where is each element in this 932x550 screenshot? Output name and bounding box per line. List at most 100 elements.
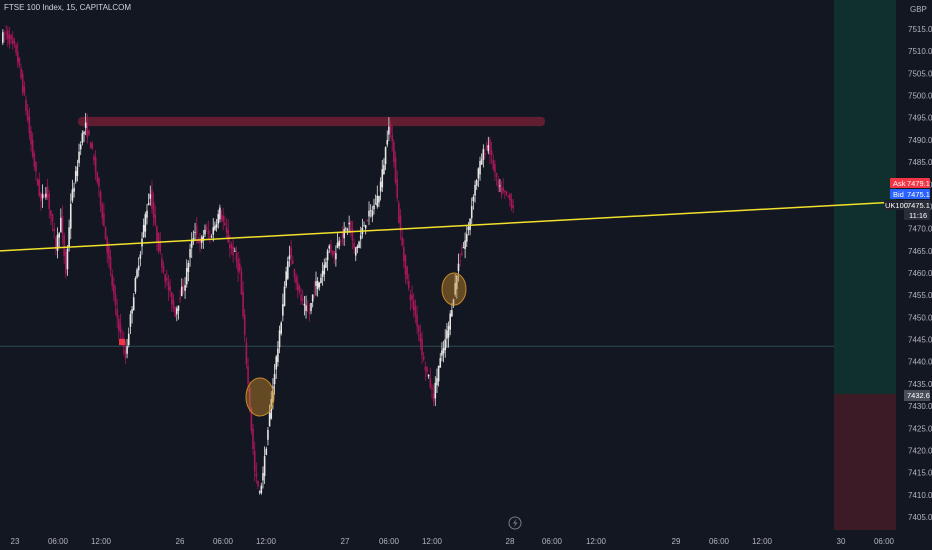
time-tick-label: 23 bbox=[11, 537, 20, 546]
candle-body bbox=[15, 44, 17, 53]
countdown-bg bbox=[904, 210, 930, 220]
candle-body bbox=[195, 225, 198, 235]
candle-body bbox=[214, 225, 216, 230]
candle-body bbox=[174, 307, 176, 317]
candle-body bbox=[363, 225, 365, 227]
candle-body bbox=[119, 324, 122, 333]
candle-body bbox=[154, 214, 157, 225]
candle-body bbox=[18, 57, 21, 66]
candle-body bbox=[26, 110, 29, 121]
candle-body bbox=[10, 35, 12, 40]
candle-body bbox=[51, 213, 54, 222]
candle-body bbox=[265, 448, 268, 455]
symbol-value-bg bbox=[904, 200, 930, 210]
candle-body bbox=[403, 246, 405, 262]
candle-body bbox=[310, 302, 312, 312]
candle-body bbox=[260, 485, 263, 494]
candle-body bbox=[50, 210, 52, 216]
candle-body bbox=[343, 228, 345, 239]
price-tick-label: 7465.0 bbox=[908, 247, 932, 256]
resistance-zone[interactable] bbox=[78, 116, 545, 127]
candle-body bbox=[30, 131, 32, 145]
candle-body bbox=[358, 241, 360, 248]
candle-body bbox=[215, 224, 218, 228]
candle-body bbox=[313, 291, 316, 293]
candle-body bbox=[109, 256, 112, 271]
candle-body bbox=[3, 34, 6, 36]
profit-zone bbox=[834, 0, 896, 394]
candle-body bbox=[147, 203, 150, 205]
candle-body bbox=[393, 142, 395, 163]
price-tick-label: 7505.0 bbox=[908, 69, 932, 78]
candle-body bbox=[144, 214, 147, 232]
time-tick-label: 06:00 bbox=[213, 537, 234, 546]
candle-body bbox=[207, 230, 210, 235]
candle-body bbox=[172, 299, 175, 308]
candle-body bbox=[335, 253, 337, 260]
candle-body bbox=[475, 180, 478, 186]
time-tick-label: 12:00 bbox=[91, 537, 112, 546]
candle-body bbox=[462, 247, 465, 249]
candle-body bbox=[278, 330, 281, 348]
chart-title[interactable]: FTSE 100 Index, 15, CAPITALCOM bbox=[4, 3, 132, 12]
candle-body bbox=[364, 225, 367, 229]
candle-body bbox=[406, 266, 408, 280]
candle-body bbox=[295, 276, 297, 284]
candle-body bbox=[229, 244, 231, 249]
price-tick-label: 7490.0 bbox=[908, 136, 932, 145]
candle-body bbox=[6, 30, 9, 39]
time-axis-settings-icon[interactable] bbox=[508, 516, 522, 530]
candle-body bbox=[273, 373, 276, 385]
candle-body bbox=[282, 304, 284, 316]
candle-body bbox=[159, 242, 162, 252]
candle-body bbox=[308, 311, 311, 314]
candle-body bbox=[108, 246, 110, 259]
candle-body bbox=[499, 185, 501, 187]
candle-body bbox=[434, 382, 437, 399]
candle-body bbox=[96, 171, 99, 183]
candle-body bbox=[243, 314, 246, 336]
time-axis[interactable]: 23 06:00 12:00 26 06:00 12:00 27 06:00 12:00 28 06… bbox=[0, 530, 896, 550]
candle-body bbox=[162, 266, 165, 272]
candle-body bbox=[465, 234, 468, 242]
candle-body bbox=[217, 214, 220, 224]
candle-body bbox=[394, 157, 397, 183]
candle-body bbox=[287, 261, 289, 279]
candle-body bbox=[300, 294, 302, 301]
candle-body bbox=[442, 348, 445, 354]
candle-body bbox=[45, 193, 47, 198]
trend-line[interactable] bbox=[0, 201, 897, 252]
candle-body bbox=[353, 242, 355, 249]
candle-body bbox=[451, 310, 453, 317]
candle-body bbox=[71, 189, 74, 201]
candle-body bbox=[127, 333, 130, 346]
candle-body bbox=[253, 451, 256, 472]
candle-body bbox=[285, 271, 287, 286]
time-tick-label: 12:00 bbox=[752, 537, 773, 546]
candle-body bbox=[35, 162, 37, 172]
highlight-circle[interactable] bbox=[441, 272, 467, 306]
candle-body bbox=[497, 179, 500, 188]
candle-body bbox=[43, 195, 46, 197]
candle-body bbox=[504, 190, 506, 192]
candle-body bbox=[118, 318, 120, 331]
candle-body bbox=[454, 282, 456, 295]
price-tick-label: 7485.0 bbox=[908, 158, 932, 167]
candle-body bbox=[399, 215, 402, 231]
time-tick-label: 06:00 bbox=[48, 537, 69, 546]
candle-body bbox=[74, 171, 77, 182]
time-tick-label: 12:00 bbox=[256, 537, 277, 546]
highlight-circle[interactable] bbox=[245, 377, 275, 417]
bid-tag-bg bbox=[890, 189, 930, 199]
candle-body bbox=[376, 195, 379, 207]
candle-body bbox=[447, 325, 450, 338]
candle-body bbox=[2, 32, 4, 43]
price-tick-label: 7425.0 bbox=[908, 424, 932, 433]
candle-body bbox=[184, 285, 186, 291]
candle-body bbox=[331, 250, 334, 256]
price-tick-label: 7420.0 bbox=[908, 446, 932, 455]
price-axis[interactable]: GBP 7515.0 7510.0 7505.0 7500.0 7495.0 7490.0 7… bbox=[896, 0, 932, 550]
candle-body bbox=[230, 244, 233, 249]
